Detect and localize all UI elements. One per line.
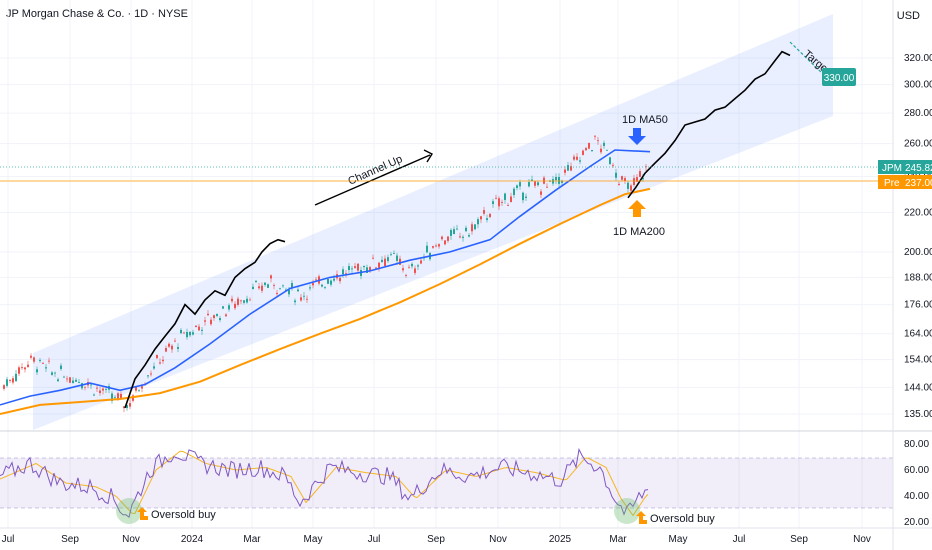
price-tick-label: 135.00 (904, 409, 932, 420)
time-tick-label: May (669, 534, 688, 545)
time-axis[interactable]: Jul Sep Nov 2024 Mar May Jul Sep Nov 2025 Mar May Ju… (2, 534, 871, 545)
svg-text:237.00: 237.00 (905, 178, 932, 189)
time-tick-label: Jul (368, 534, 381, 545)
candles (3, 135, 647, 413)
currency-label: USD (896, 10, 920, 22)
rsi-line (0, 447, 649, 518)
price-tick-label: 188.00 (904, 272, 932, 283)
svg-text:Pre: Pre (884, 178, 900, 189)
price-tick-label: 300.00 (904, 80, 932, 91)
time-tick-label: Jul (733, 534, 746, 545)
time-tick-label: May (304, 534, 323, 545)
oversold-marker-2 (614, 498, 640, 524)
rsi-band (0, 458, 893, 508)
channel-arrow-head (423, 149, 434, 163)
ma50-label: 1D MA50 (622, 114, 668, 126)
ma200-line (0, 187, 651, 415)
time-tick-label: Nov (122, 534, 140, 545)
time-tick-label: Sep (790, 534, 808, 545)
price-axis[interactable]: 320.00300.00280.00260.00240.00220.00200.… (904, 53, 932, 420)
price-tick-label: 200.00 (904, 247, 932, 258)
time-tick-label: 2024 (181, 534, 204, 545)
price-tick-label: 220.00 (904, 208, 932, 219)
time-tick-label: 2025 (549, 534, 572, 545)
price-tick-label: 280.00 (904, 108, 932, 119)
price-tag-jpm: JPM 245.82 (0, 160, 932, 174)
target-badge: 330.00 (822, 68, 856, 86)
ma50-line (0, 149, 651, 406)
time-tick-label: Sep (61, 534, 79, 545)
rsi-tick-label: 20.00 (904, 517, 929, 528)
channel-arrow (314, 154, 431, 206)
svg-text:245.82: 245.82 (905, 163, 932, 174)
svg-text:JPM: JPM (882, 163, 902, 174)
oversold-arrow-icon-1 (137, 507, 148, 520)
svg-text:330.00: 330.00 (824, 73, 855, 84)
ma200-arrow-icon (628, 200, 646, 217)
target-line (789, 41, 826, 77)
ma200-label: 1D MA200 (613, 226, 665, 238)
price-tick-label: 164.00 (904, 329, 932, 340)
fractal-path-1 (124, 238, 286, 409)
time-tick-label: Mar (609, 534, 627, 545)
time-tick-label: Jul (2, 534, 15, 545)
rsi-axis[interactable]: 80.00 60.00 40.00 20.00 (904, 439, 929, 528)
time-tick-label: Nov (489, 534, 507, 545)
oversold-arrow-icon-2 (636, 511, 647, 524)
rsi-tick-label: 80.00 (904, 439, 929, 450)
rsi-tick-label: 60.00 (904, 465, 929, 476)
fractal-path-2 (627, 50, 791, 199)
price-tick-label: 260.00 (904, 139, 932, 150)
price-tick-label: 320.00 (904, 53, 932, 64)
rsi-tick-label: 40.00 (904, 491, 929, 502)
time-tick-label: Sep (427, 534, 445, 545)
price-tick-label: 176.00 (904, 300, 932, 311)
price-tick-label: 154.00 (904, 355, 932, 366)
price-tick-label: 144.00 (904, 382, 932, 393)
price-tag-pre: Pre 237.00 (0, 175, 932, 189)
chart-title: JP Morgan Chase & Co. · 1D · NYSE (6, 8, 188, 20)
oversold-label-2: Oversold buy (650, 513, 715, 525)
time-tick-label: Nov (853, 534, 871, 545)
time-tick-label: Mar (243, 534, 261, 545)
oversold-marker-1 (116, 498, 142, 524)
oversold-label-1: Oversold buy (151, 509, 216, 521)
ma50-arrow-icon (628, 128, 646, 145)
